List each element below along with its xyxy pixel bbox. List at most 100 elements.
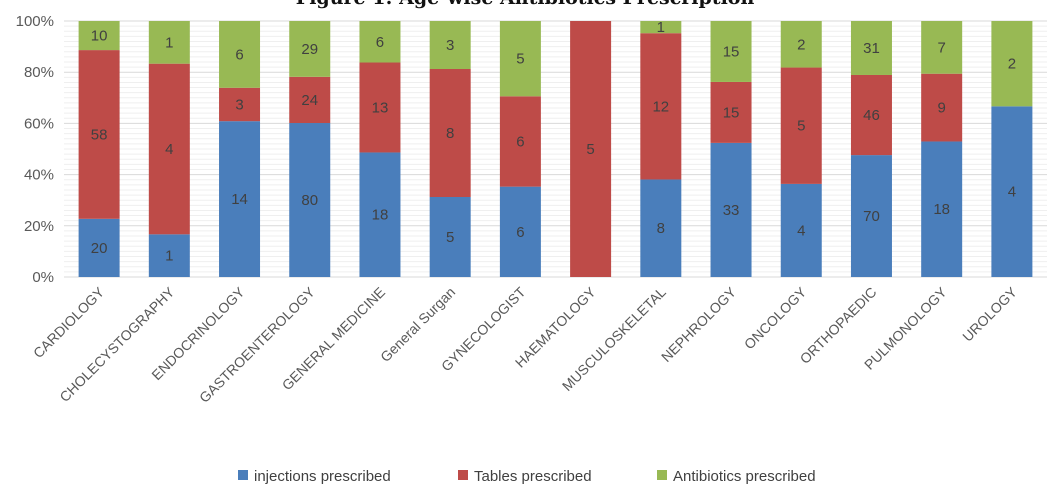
y-axis: 0% 20% 40% 60% 80% 100% <box>16 13 54 286</box>
bar-segment <box>921 141 963 277</box>
bar-segment <box>499 96 541 187</box>
bar-segment <box>429 197 471 277</box>
bar-segment <box>78 218 120 277</box>
legend-swatch <box>657 470 667 480</box>
bar-segment <box>499 186 541 277</box>
data-label: 6 <box>235 46 243 63</box>
data-label: 24 <box>301 92 318 109</box>
data-label: 9 <box>938 100 946 117</box>
chart-title: Figure 1: Age-wise Antibiotics Prescript… <box>296 0 755 9</box>
data-label: 15 <box>723 43 740 60</box>
bars <box>78 21 1033 277</box>
x-tick-label: CHOLECYSTOGRAPHY <box>56 283 178 405</box>
bar-segment <box>148 63 190 235</box>
data-label: 18 <box>933 201 950 218</box>
legend-swatch <box>238 470 248 480</box>
bar-segment <box>359 152 401 277</box>
x-tick-label: NEPHROLOGY <box>658 283 740 365</box>
data-label: 3 <box>235 96 243 113</box>
bar-segment <box>780 67 822 184</box>
x-tick-label: GASTROENTEROLOGY <box>196 283 318 405</box>
bar-segment <box>640 21 682 34</box>
data-label: 2 <box>797 36 805 53</box>
data-label: 7 <box>938 39 946 56</box>
data-label: 4 <box>1008 184 1016 201</box>
bar-segment <box>359 21 401 63</box>
x-axis: CARDIOLOGYCHOLECYSTOGRAPHYENDOCRINOLOGYG… <box>30 283 1021 405</box>
bar-segment <box>289 21 331 77</box>
data-label: 6 <box>516 133 524 150</box>
data-label: 12 <box>652 98 669 115</box>
bar-segment <box>710 81 752 143</box>
data-label: 29 <box>301 41 318 58</box>
bar-segment <box>219 21 261 88</box>
bar-segment <box>429 69 471 197</box>
data-label: 13 <box>372 99 389 116</box>
x-tick-label: General Surgan <box>377 284 458 365</box>
bar-segment <box>921 21 963 74</box>
legend-label: Antibiotics prescribed <box>673 468 816 485</box>
bar-segment <box>78 21 120 51</box>
legend-label: injections prescribed <box>254 468 391 485</box>
data-label: 80 <box>301 192 318 209</box>
x-tick-label: ONCOLOGY <box>741 283 810 352</box>
y-tick-label: 20% <box>24 218 54 235</box>
data-label: 33 <box>723 202 740 219</box>
bar-segment <box>78 50 120 219</box>
gridlines <box>64 20 1047 278</box>
bar-segment <box>640 179 682 277</box>
data-label: 10 <box>91 28 108 45</box>
bar-segment <box>429 21 471 69</box>
data-label: 5 <box>516 51 524 68</box>
data-label: 5 <box>586 141 594 158</box>
data-label: 1 <box>165 248 173 265</box>
data-label: 3 <box>446 37 454 54</box>
bar-segment <box>850 74 892 156</box>
data-label: 8 <box>657 220 665 237</box>
y-tick-label: 80% <box>24 64 54 81</box>
bar-segment <box>640 33 682 180</box>
legend: injections prescribed Tables prescribed An… <box>238 468 816 485</box>
data-label: 8 <box>446 125 454 142</box>
data-label: 46 <box>863 107 880 124</box>
bar-segment <box>780 21 822 68</box>
bar-segment <box>710 142 752 277</box>
y-tick-label: 100% <box>16 13 54 30</box>
bar-segment <box>219 87 261 122</box>
y-tick-label: 60% <box>24 115 54 132</box>
data-label: 31 <box>863 40 880 57</box>
data-label: 1 <box>165 34 173 51</box>
y-tick-label: 0% <box>32 269 54 286</box>
data-label: 2 <box>1008 56 1016 73</box>
data-label: 18 <box>372 207 389 224</box>
data-label: 14 <box>231 191 248 208</box>
bar-segment <box>570 21 612 277</box>
data-label: 4 <box>797 222 805 239</box>
legend-swatch <box>458 470 468 480</box>
bar-segment <box>289 123 331 277</box>
x-tick-label: UROLOGY <box>959 283 1020 344</box>
data-label: 15 <box>723 104 740 121</box>
data-label: 70 <box>863 208 880 225</box>
data-label: 58 <box>91 126 108 143</box>
bar-segment <box>991 106 1033 277</box>
data-label: 6 <box>376 34 384 51</box>
data-label: 5 <box>446 229 454 246</box>
bar-segment <box>710 21 752 82</box>
bar-segment <box>148 234 190 277</box>
bar-segment <box>219 121 261 277</box>
bar-segment <box>359 62 401 153</box>
data-labels: 2058101411436802429181365836655812133151… <box>91 19 1016 265</box>
bar-segment <box>499 21 541 97</box>
bar-segment <box>850 155 892 277</box>
x-tick-label: CARDIOLOGY <box>30 283 108 361</box>
y-tick-label: 40% <box>24 167 54 184</box>
legend-label: Tables prescribed <box>474 468 592 485</box>
data-label: 4 <box>165 141 173 158</box>
data-label: 20 <box>91 240 108 257</box>
data-label: 5 <box>797 118 805 135</box>
data-label: 1 <box>657 19 665 36</box>
bar-segment <box>289 76 331 124</box>
bar-segment <box>780 183 822 277</box>
